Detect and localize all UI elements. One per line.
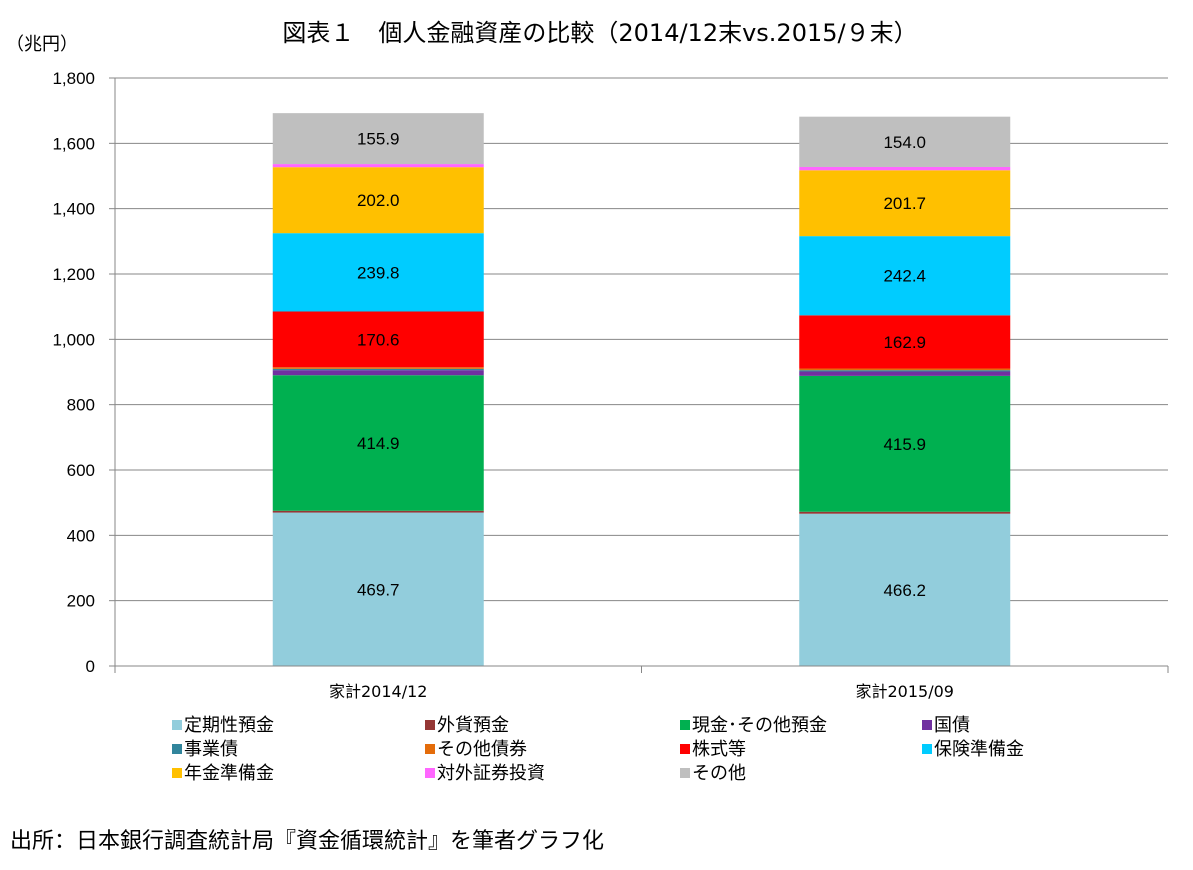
data-label: 415.9 — [883, 435, 926, 454]
y-axis-ticks: 0 200 400 600 800 1,000 1,200 1,400 1,600 1,800 — [52, 69, 116, 676]
bar-segment — [799, 170, 1011, 237]
legend-label: 事業債 — [184, 739, 238, 760]
data-label: 469.7 — [357, 580, 400, 599]
legend-swatch — [425, 768, 435, 778]
y-tick-label: 1,000 — [52, 330, 95, 349]
legend-swatch — [172, 720, 182, 730]
bar-segment — [799, 368, 1011, 371]
bar-segment — [272, 375, 484, 511]
legend-swatch — [172, 768, 182, 778]
bar-stacks — [272, 113, 1011, 666]
data-labels: 469.7 414.9 170.6 239.8 202.0 155.9 466.2 415.9… — [357, 130, 926, 600]
bar-segment — [272, 113, 484, 165]
legend-label: 年金準備金 — [184, 763, 274, 784]
y-tick-label: 1,400 — [52, 200, 95, 219]
legend-label: 現金･その他預金 — [692, 715, 827, 736]
data-label: 242.4 — [883, 267, 926, 286]
legend-swatch — [922, 720, 932, 730]
bar-segment — [799, 315, 1011, 369]
legend-swatch — [172, 744, 182, 754]
y-tick-label: 800 — [67, 396, 95, 415]
chart-title: 図表１ 個人金融資産の比較（2014/12末vs.2015/９末） — [282, 19, 917, 47]
y-tick-label: 0 — [86, 657, 95, 676]
bar-segment — [272, 510, 484, 513]
bar-segment — [799, 513, 1011, 666]
legend-label: 定期性預金 — [184, 715, 274, 736]
legend-label: 保険準備金 — [934, 739, 1024, 760]
x-category-label: 家計2015/09 — [856, 682, 954, 701]
y-tick-label: 1,800 — [52, 69, 95, 88]
data-label: 239.8 — [357, 263, 400, 282]
legend-label: 株式等 — [692, 739, 746, 760]
legend-label: その他債券 — [437, 739, 527, 760]
bar-segment — [272, 367, 484, 369]
y-tick-label: 200 — [67, 592, 95, 611]
y-tick-label: 1,600 — [52, 134, 95, 153]
y-tick-label: 400 — [67, 526, 95, 545]
bar-segment — [272, 164, 484, 168]
data-label: 154.0 — [883, 133, 926, 152]
bar-segment — [272, 167, 484, 234]
y-axis-unit-label: （兆円） — [6, 34, 78, 55]
bar-segment — [272, 368, 484, 371]
bar-segment — [799, 116, 1011, 167]
y-tick-label: 600 — [67, 461, 95, 480]
legend-swatch — [680, 768, 690, 778]
data-label: 170.6 — [357, 330, 400, 349]
legend-swatch — [425, 720, 435, 730]
bar-segment — [799, 370, 1011, 372]
bar-segment — [272, 370, 484, 376]
x-category-label: 家計2014/12 — [329, 682, 427, 701]
data-label: 466.2 — [883, 581, 926, 600]
legend-label: 外貨預金 — [437, 715, 509, 736]
bar-segment — [799, 236, 1011, 316]
data-label: 162.9 — [883, 333, 926, 352]
bar-segment — [799, 375, 1011, 512]
legend-swatch — [922, 744, 932, 754]
legend-swatch — [680, 720, 690, 730]
bar-segment — [799, 511, 1011, 514]
data-label: 414.9 — [357, 434, 400, 453]
legend-label: その他 — [692, 763, 746, 784]
x-axis: 家計2014/12 家計2015/09 — [114, 665, 1169, 701]
data-label: 201.7 — [883, 194, 926, 213]
legend-label: 国債 — [934, 715, 970, 736]
y-tick-label: 1,200 — [52, 265, 95, 284]
legend-swatch — [425, 744, 435, 754]
data-label: 202.0 — [357, 191, 400, 210]
data-label: 155.9 — [357, 130, 400, 149]
bar-segment — [272, 311, 484, 368]
bar-segment — [272, 512, 484, 666]
bar-segment — [799, 371, 1011, 376]
source-note: 出所：日本銀行調査統計局『資金循環統計』を筆者グラフ化 — [10, 829, 604, 854]
legend-swatch — [680, 744, 690, 754]
bar-segment — [272, 233, 484, 312]
legend-label: 対外証券投資 — [437, 763, 545, 784]
bar-segment — [799, 166, 1011, 171]
